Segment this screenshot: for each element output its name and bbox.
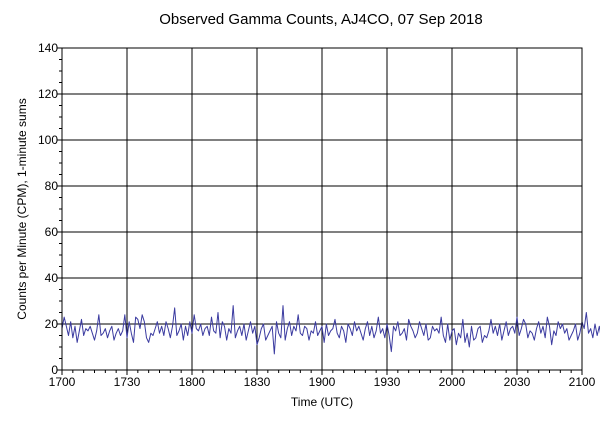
grid [62,48,582,370]
x-tick-label: 1700 [49,375,76,389]
x-tick-label: 1830 [244,375,271,389]
x-tick-label: 2000 [439,375,466,389]
y-tick-label: 100 [38,133,58,147]
x-tick-label: 2100 [569,375,596,389]
x-tick-label: 2030 [504,375,531,389]
x-tick-label: 1900 [309,375,336,389]
y-tick-label: 20 [45,317,59,331]
y-axis-label: Counts per Minute (CPM), 1-minute sums [15,98,29,319]
x-axis-label: Time (UTC) [291,395,353,409]
y-tick-label: 140 [38,41,58,55]
x-axis: 1700 1730 1800 1830 1900 1930 2000 2030 2100 [49,370,596,389]
chart-title: Observed Gamma Counts, AJ4CO, 07 Sep 201… [159,11,483,28]
series-group [61,305,600,355]
x-tick-label: 1930 [374,375,401,389]
x-tick-label: 1730 [114,375,141,389]
x-tick-label: 1800 [179,375,206,389]
y-axis: 0 20 40 60 80 100 120 140 [38,41,62,377]
y-tick-label: 0 [51,363,58,377]
y-tick-label: 120 [38,87,58,101]
gamma-counts-line [61,305,600,355]
y-tick-label: 80 [45,179,59,193]
y-tick-label: 40 [45,271,59,285]
y-tick-label: 60 [45,225,59,239]
